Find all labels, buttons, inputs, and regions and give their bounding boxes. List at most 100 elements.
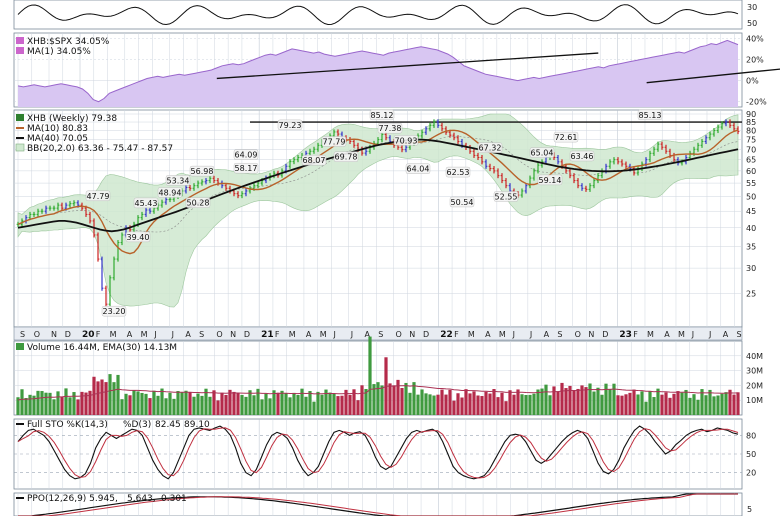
price-bar-91 [380,131,384,143]
volume-bar-156 [640,391,644,415]
volume-bar-163 [668,397,672,415]
volume-bar-124 [512,394,516,415]
volume-tick-0: 40M [746,352,763,361]
volume-bar-119 [492,389,496,415]
volume-bar-43 [188,392,192,415]
volume-bar-113 [468,393,472,415]
volume-bar-97 [404,382,408,415]
x-label-48: S [737,330,742,339]
volume-bar-26 [120,399,124,415]
x-label-27: D [423,330,429,339]
volume-bar-155 [636,394,640,415]
volume-bar-59 [252,395,256,415]
price-annotation-label-8: 58.17 [235,164,258,173]
stochastic-d-line [17,427,739,479]
volume-bar-108 [448,389,452,415]
volume-bar-83 [348,394,352,415]
price-annotation-label-9: 64.09 [235,151,258,160]
x-label-35: A [544,330,550,339]
relative-strength-line [17,39,739,103]
price-bar-37 [164,197,168,205]
price-annotation-23: 59.14 [537,174,563,186]
price-bar-74 [312,146,316,154]
volume-bar-34 [152,390,156,415]
price-bar-24 [112,256,116,281]
price-annotation-label-7: 56.98 [191,167,214,176]
price-bar-22 [104,285,108,307]
volume-bar-88 [368,336,372,415]
price-bar-120 [496,168,500,179]
volume-bar-25 [116,374,120,415]
price-bar-170 [696,142,700,152]
ppo-line [18,493,738,516]
volume-bar-100 [416,394,420,415]
stochastic-panel: 80 50 20 Full STO %K(14,3) %D(3) 82.45 89.… [16,420,756,480]
stochastic-legend-k: Full STO %K(14,3) [27,420,108,430]
ppo-legend-hist: 0.301 [161,494,187,504]
price-bar-103 [428,122,432,132]
volume-bar-115 [476,395,480,415]
volume-bar-15 [76,399,80,415]
price-bar-174 [712,128,716,137]
volume-bar-110 [456,393,460,415]
price-annotation-16: 70.93 [393,135,419,146]
volume-bar-3 [28,394,32,415]
price-bar-26 [120,232,124,246]
price-tick-12: 30 [746,264,756,273]
volume-bar-179 [732,394,736,415]
price-bar-160 [656,141,660,152]
price-tick-8: 50 [746,192,756,201]
volume-bar-84 [352,389,356,415]
price-bar-8 [48,205,52,211]
volume-bar-48 [208,396,212,415]
price-bar-44 [192,183,196,191]
price-bar-105 [436,119,440,128]
volume-bar-166 [680,392,684,415]
volume-bar-33 [148,398,152,415]
price-annotation-9: 64.09 [233,149,259,160]
volume-bar-47 [204,388,208,415]
x-label-9: J [153,330,156,339]
ppo-panel: PPO(12,26,9) 5.945, 5.643, 0.301 5 [16,493,752,516]
price-bar-48 [208,175,212,184]
price-bar-150 [616,157,620,165]
volume-bar-149 [612,383,616,415]
price-annotation-label-21: 52.55 [495,192,518,201]
price-annotation-20: 67.32 [477,142,503,153]
price-bar-144 [592,178,596,189]
volume-bar-178 [728,389,732,415]
volume-bar-140 [576,388,580,415]
volume-bars [16,336,740,415]
volume-bar-177 [724,392,728,415]
relative-legend: XHB:$SPX 34.05% [27,37,110,47]
x-label-10: J [171,330,174,339]
volume-bar-8 [48,392,52,415]
volume-bar-160 [656,388,660,415]
price-bar-127 [524,183,528,194]
price-bar-80 [336,129,340,137]
bb-legend: BB(20,2.0) 63.36 - 75.47 - 87.57 [27,144,173,154]
volume-bar-79 [332,393,336,415]
volume-bar-70 [296,394,300,415]
price-annotation-22: 65.04 [529,147,555,158]
bb-legend-swatch [15,143,25,152]
rel-legend-swatch [16,37,24,44]
price-tick-0: 90 [746,110,756,119]
price-bar-126 [520,188,524,198]
price-bar-36 [160,199,164,208]
price-bar-122 [504,178,508,189]
volume-bar-164 [672,393,676,415]
x-axis: S O N D 20 F M A M J J A S O N D 21 F M A M J J A S O N D 22 F M A M J J A S… [20,330,742,340]
top-tick-30: 30 [747,3,757,12]
price-bar-43 [188,184,192,191]
price-bar-21 [100,256,104,291]
panel-frame-ppo [13,492,743,516]
volume-bar-54 [232,391,236,415]
volume-bar-104 [432,395,436,415]
volume-bar-105 [436,394,440,415]
price-bar-135 [556,155,560,165]
volume-bar-142 [584,387,588,415]
price-bar-158 [648,150,652,163]
volume-ema-line [17,385,739,401]
price-annotation-19: 50.54 [449,196,475,208]
